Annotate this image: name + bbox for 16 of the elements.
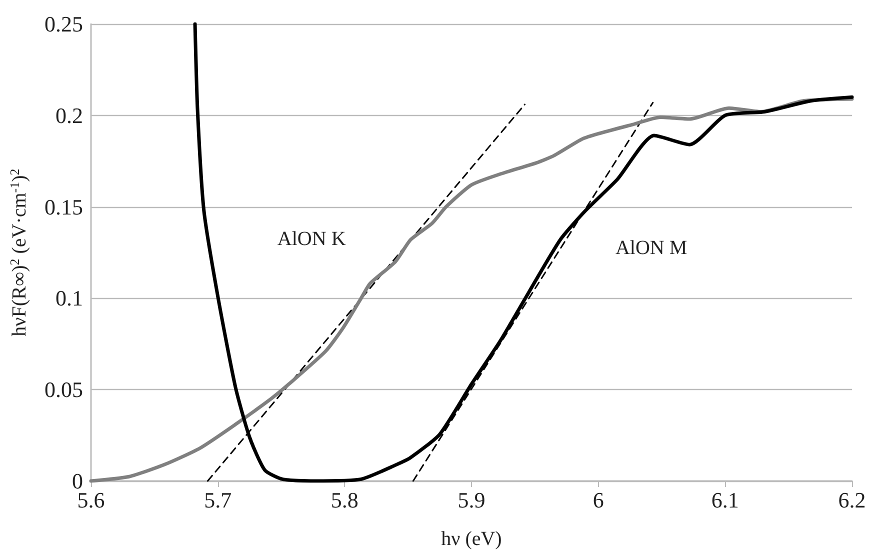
x-tick-label: 6.2 — [838, 488, 866, 512]
y-tick-label: 0.15 — [44, 194, 83, 220]
line-series — [193, 22, 854, 483]
y-tick-label: 0.1 — [56, 286, 83, 311]
x-axis-title: hν (eV) — [441, 528, 502, 550]
x-tick-label: 6 — [592, 488, 604, 512]
x-tick-label: 5.9 — [458, 488, 486, 512]
annotation: AlON M — [615, 236, 688, 259]
x-tick-label: 5.8 — [330, 488, 358, 512]
x-tick-label: 5.7 — [204, 488, 232, 512]
x-tick-label: 6.1 — [711, 488, 739, 512]
y-tick-label: 0.2 — [56, 102, 83, 128]
y-tick-label: 0.05 — [44, 377, 83, 402]
annotation: AlON K — [277, 228, 346, 250]
y-tick-label: 0.25 — [44, 12, 83, 36]
y-axis-title: hνF(R∞)2 (eV·cm-1)2 — [7, 168, 30, 336]
